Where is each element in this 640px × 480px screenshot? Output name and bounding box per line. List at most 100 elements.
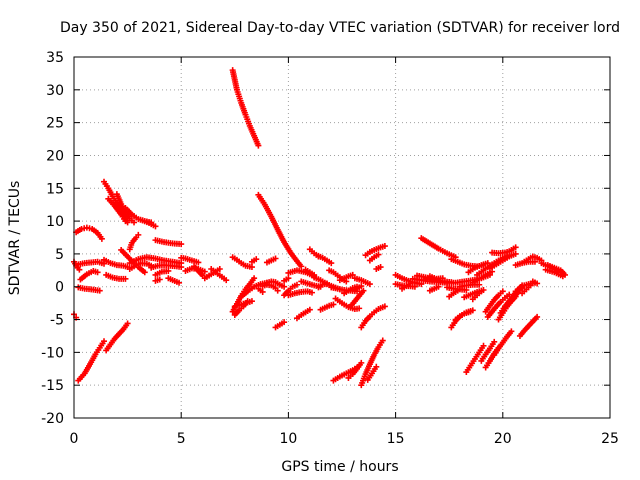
y-tick-label: 15 xyxy=(46,181,64,197)
data-point xyxy=(480,342,487,349)
series-s9 xyxy=(101,256,131,271)
series-s31 xyxy=(229,254,255,271)
data-point xyxy=(165,267,172,274)
series-s81 xyxy=(446,287,461,300)
series-s76 xyxy=(418,235,459,261)
series-s25 xyxy=(178,254,202,266)
data-point xyxy=(478,288,485,295)
data-point xyxy=(381,243,388,250)
series-s78 xyxy=(426,283,442,294)
series-s62 xyxy=(347,287,367,310)
series-s107 xyxy=(519,282,534,297)
series-s87 xyxy=(463,342,487,376)
x-tick-label: 25 xyxy=(601,431,619,447)
data-point xyxy=(124,320,131,327)
series-s40 xyxy=(263,255,279,266)
data-point xyxy=(259,288,266,295)
series-s89 xyxy=(469,288,485,303)
series-s6 xyxy=(75,338,108,384)
data-point xyxy=(356,305,363,312)
data-point xyxy=(561,271,568,278)
series-s109 xyxy=(529,278,541,287)
series-s11 xyxy=(103,320,131,354)
data-point xyxy=(358,283,365,290)
data-point xyxy=(251,275,258,282)
axis-ticks: 0 5 10 15 20 25 -20 -15 -10 -5 0 5 10 15 20 25 30 35 xyxy=(41,50,619,447)
series-s88 xyxy=(465,260,491,276)
data-point xyxy=(411,283,418,290)
data-point xyxy=(255,142,262,149)
series-s27 xyxy=(191,263,208,282)
data-point xyxy=(534,280,541,287)
series-s19 xyxy=(139,217,159,230)
data-point xyxy=(201,268,208,275)
y-tick-label: 20 xyxy=(46,148,64,164)
data-point xyxy=(439,278,446,285)
data-point xyxy=(141,269,148,276)
x-tick-label: 0 xyxy=(70,431,79,447)
series-s69 xyxy=(366,251,382,264)
data-point xyxy=(323,280,330,287)
series-s5 xyxy=(75,284,103,294)
series-s64 xyxy=(351,275,373,288)
plot-frame xyxy=(73,56,611,419)
series-s3 xyxy=(73,224,105,242)
data-point xyxy=(349,271,356,278)
data-point xyxy=(360,287,367,294)
data-point xyxy=(527,282,534,289)
data-point xyxy=(253,256,260,263)
y-tick-label: 0 xyxy=(55,280,64,296)
series-s38 xyxy=(255,285,266,295)
data-point xyxy=(381,303,388,310)
data-point xyxy=(491,338,498,345)
data-point xyxy=(330,301,337,308)
series-s108 xyxy=(521,253,545,265)
series-s41 xyxy=(263,278,288,290)
series-s47 xyxy=(293,306,313,322)
y-tick-label: 30 xyxy=(46,83,64,99)
series-s22 xyxy=(152,267,172,278)
x-tick-label: 10 xyxy=(279,431,297,447)
series-s112 xyxy=(544,262,568,278)
series-s30 xyxy=(229,67,262,149)
data-point xyxy=(101,338,108,345)
series-s53 xyxy=(315,280,330,291)
series-s20 xyxy=(148,262,185,271)
data-point xyxy=(285,275,292,282)
data-point xyxy=(98,235,105,242)
data-point xyxy=(176,279,183,286)
series-s59 xyxy=(336,271,356,284)
data-point xyxy=(76,266,83,273)
series-s83 xyxy=(448,307,476,331)
data-points xyxy=(71,67,568,389)
data-point xyxy=(508,328,515,335)
series-s43 xyxy=(281,275,292,284)
series-s36 xyxy=(248,256,260,265)
series-s66 xyxy=(358,303,388,331)
series-s67 xyxy=(362,243,388,259)
chart-title: Day 350 of 2021, Sidereal Day-to-day VTE… xyxy=(60,20,620,36)
data-point xyxy=(308,289,315,296)
data-point xyxy=(454,287,461,294)
series-s97 xyxy=(489,247,515,257)
x-tick-label: 5 xyxy=(177,431,186,447)
data-point xyxy=(366,281,373,288)
series-s52 xyxy=(315,252,335,267)
data-point xyxy=(216,266,223,273)
data-point xyxy=(272,255,279,262)
data-point xyxy=(373,363,380,370)
x-axis-label: GPS time / hours xyxy=(281,459,398,475)
data-point xyxy=(435,283,442,290)
series-s98 xyxy=(491,328,515,358)
y-tick-label: 5 xyxy=(55,247,64,263)
series-s61 xyxy=(345,359,365,381)
y-tick-label: 35 xyxy=(46,50,64,66)
series-s85 xyxy=(456,281,483,290)
data-point xyxy=(407,280,414,287)
data-point xyxy=(195,259,202,266)
data-point xyxy=(467,308,474,315)
x-tick-label: 20 xyxy=(494,431,512,447)
data-point xyxy=(248,298,255,305)
series-s16 xyxy=(126,231,142,253)
y-tick-label: -15 xyxy=(41,378,64,394)
